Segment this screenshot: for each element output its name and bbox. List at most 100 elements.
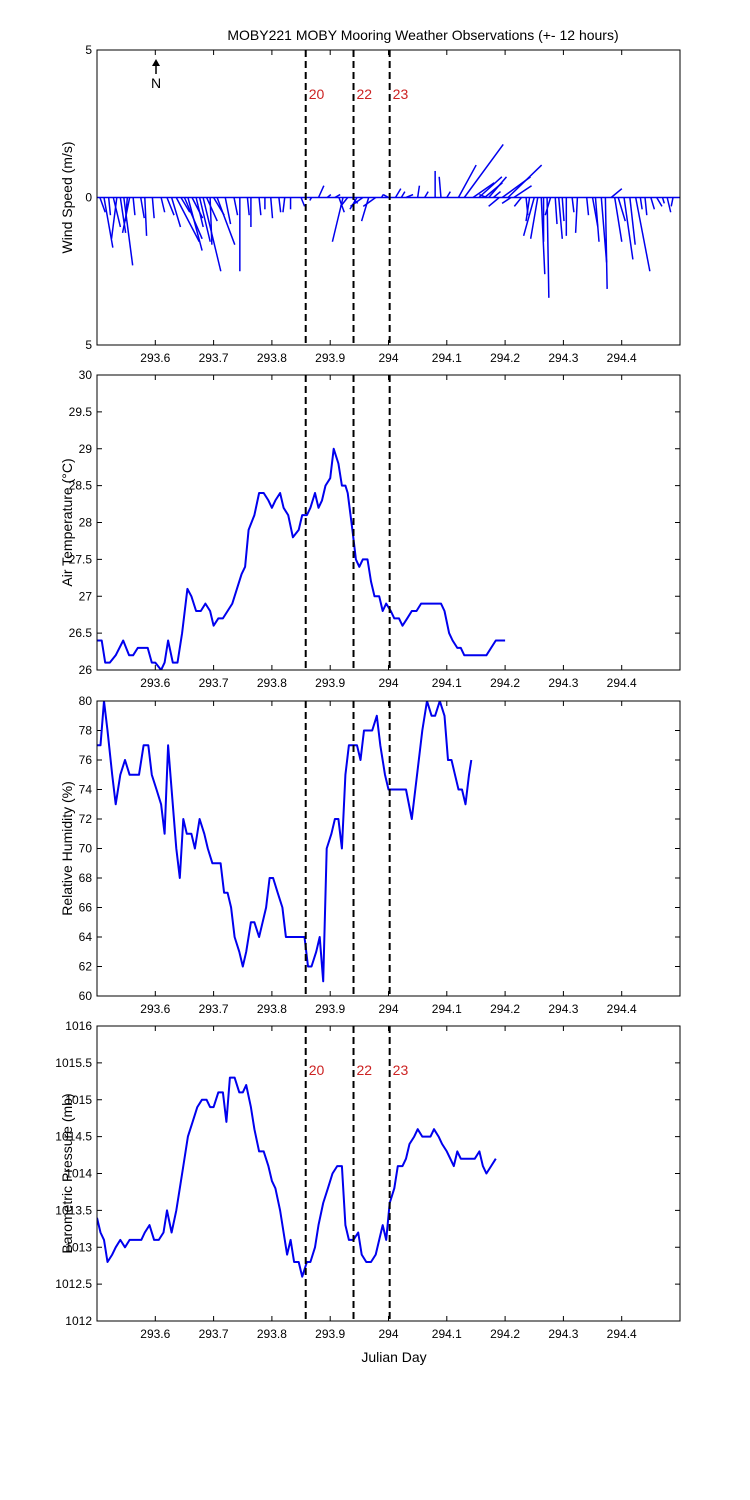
x-tick-label: 294.2 <box>490 676 520 690</box>
y-tick-label: 28 <box>79 516 93 530</box>
y-tick-label: 5 <box>85 43 92 57</box>
y-axis-label: Air Temperature (°C) <box>59 458 75 586</box>
y-tick-label: 26 <box>79 663 93 677</box>
wind-vector <box>144 197 148 236</box>
y-tick-label: 5 <box>85 338 92 352</box>
wind-vector <box>488 196 500 207</box>
x-tick-label: 294.4 <box>607 676 637 690</box>
wind-vector <box>334 193 341 199</box>
marker-label: 23 <box>393 1062 409 1078</box>
plot-frame <box>96 49 681 346</box>
plot-frame <box>96 374 681 671</box>
y-tick-label: 0 <box>85 191 92 205</box>
wind-vector <box>362 196 377 207</box>
wind-vector <box>107 197 112 216</box>
y-tick-label: 27 <box>79 589 93 603</box>
wind-vector <box>446 191 451 198</box>
wind-vector <box>416 185 421 198</box>
y-axis-label: Wind Speed (m/s) <box>59 141 75 253</box>
y-tick-label: 29.5 <box>69 405 93 419</box>
wind-vector <box>661 197 665 204</box>
x-tick-label: 294 <box>378 1002 398 1016</box>
y-tick-label: 1016 <box>65 1019 92 1033</box>
wind-vector <box>317 185 325 198</box>
y-tick-label: 64 <box>79 930 93 944</box>
x-tick-label: 293.8 <box>257 351 287 365</box>
x-tick-label: 294.3 <box>548 1327 578 1341</box>
wind-vector <box>216 197 236 245</box>
wind-vector <box>233 197 239 216</box>
wind-vector <box>457 164 477 198</box>
y-tick-label: 60 <box>79 989 93 1003</box>
wind-vector <box>112 197 122 228</box>
wind-vector <box>666 197 672 213</box>
wind-vector <box>205 197 218 222</box>
x-tick-label: 293.6 <box>140 351 170 365</box>
x-tick-label: 294.3 <box>548 351 578 365</box>
x-tick-label: 293.6 <box>140 1002 170 1016</box>
wind-vector <box>525 197 531 222</box>
y-tick-label: 1014 <box>65 1167 92 1181</box>
marker-label: 22 <box>357 86 373 102</box>
wind-vector <box>119 197 127 234</box>
wind-vector <box>623 197 634 260</box>
wind-vector <box>300 197 306 207</box>
wind-vector <box>224 197 232 225</box>
y-tick-label: 68 <box>79 871 93 885</box>
wind-vector <box>326 193 332 199</box>
wind-vector <box>629 197 636 245</box>
x-tick-label: 293.8 <box>257 1327 287 1341</box>
wind-vector <box>594 197 600 242</box>
wind-vector <box>246 197 250 216</box>
wind-vector <box>103 197 114 248</box>
y-tick-label: 72 <box>79 812 93 826</box>
y-tick-label: 1012.5 <box>55 1277 92 1291</box>
x-tick-label: 293.9 <box>315 1002 345 1016</box>
wind-vector <box>438 176 442 198</box>
wind-vector <box>479 193 487 199</box>
y-tick-label: 1014.5 <box>55 1130 92 1144</box>
north-label: N <box>151 75 161 91</box>
x-tick-label: 294.1 <box>432 351 462 365</box>
wind-vector <box>554 197 558 225</box>
y-tick-label: 28.5 <box>69 479 93 493</box>
wind-vector <box>585 197 590 216</box>
y-tick-label: 29 <box>79 442 93 456</box>
y-tick-label: 76 <box>79 753 93 767</box>
x-tick-label: 293.9 <box>315 1327 345 1341</box>
x-tick-label: 294.3 <box>548 676 578 690</box>
y-tick-label: 1015.5 <box>55 1056 92 1070</box>
series-3 <box>97 701 473 983</box>
wind-vector <box>472 182 495 199</box>
marker-label: 22 <box>357 1062 373 1078</box>
panel-4: 293.6 293.7 293.8 293.9 294 294.1 294.2 294.3 29… <box>55 1019 681 1341</box>
x-tick-label: 293.8 <box>257 676 287 690</box>
x-tick-label: 294.1 <box>432 1002 462 1016</box>
north-arrow-icon <box>152 59 160 74</box>
x-axis-label: Julian Day <box>361 1349 426 1365</box>
wind-vector <box>613 197 623 242</box>
wind-vector <box>400 191 406 198</box>
series-1 <box>97 143 680 298</box>
y-tick-label: 27.5 <box>69 552 93 566</box>
y-tick-label: 62 <box>79 960 93 974</box>
wind-vector <box>617 197 627 222</box>
figure-title: MOBY221 MOBY Mooring Weather Observation… <box>227 27 618 43</box>
wind-vector <box>513 185 532 199</box>
marker-label: 23 <box>393 86 409 102</box>
y-tick-label: 70 <box>79 842 93 856</box>
x-tick-label: 293.7 <box>199 1002 229 1016</box>
y-tick-label: 1013 <box>65 1240 92 1254</box>
wind-vector <box>529 197 539 239</box>
x-tick-label: 294 <box>378 351 398 365</box>
wind-vector <box>170 197 182 228</box>
wind-vector <box>522 197 535 237</box>
x-tick-label: 294.1 <box>432 676 462 690</box>
wind-vector <box>258 197 262 216</box>
wind-vector <box>488 176 508 198</box>
y-tick-label: 30 <box>79 368 93 382</box>
series-2 <box>97 447 506 670</box>
wind-vector <box>282 197 286 213</box>
wind-vector <box>269 197 274 219</box>
